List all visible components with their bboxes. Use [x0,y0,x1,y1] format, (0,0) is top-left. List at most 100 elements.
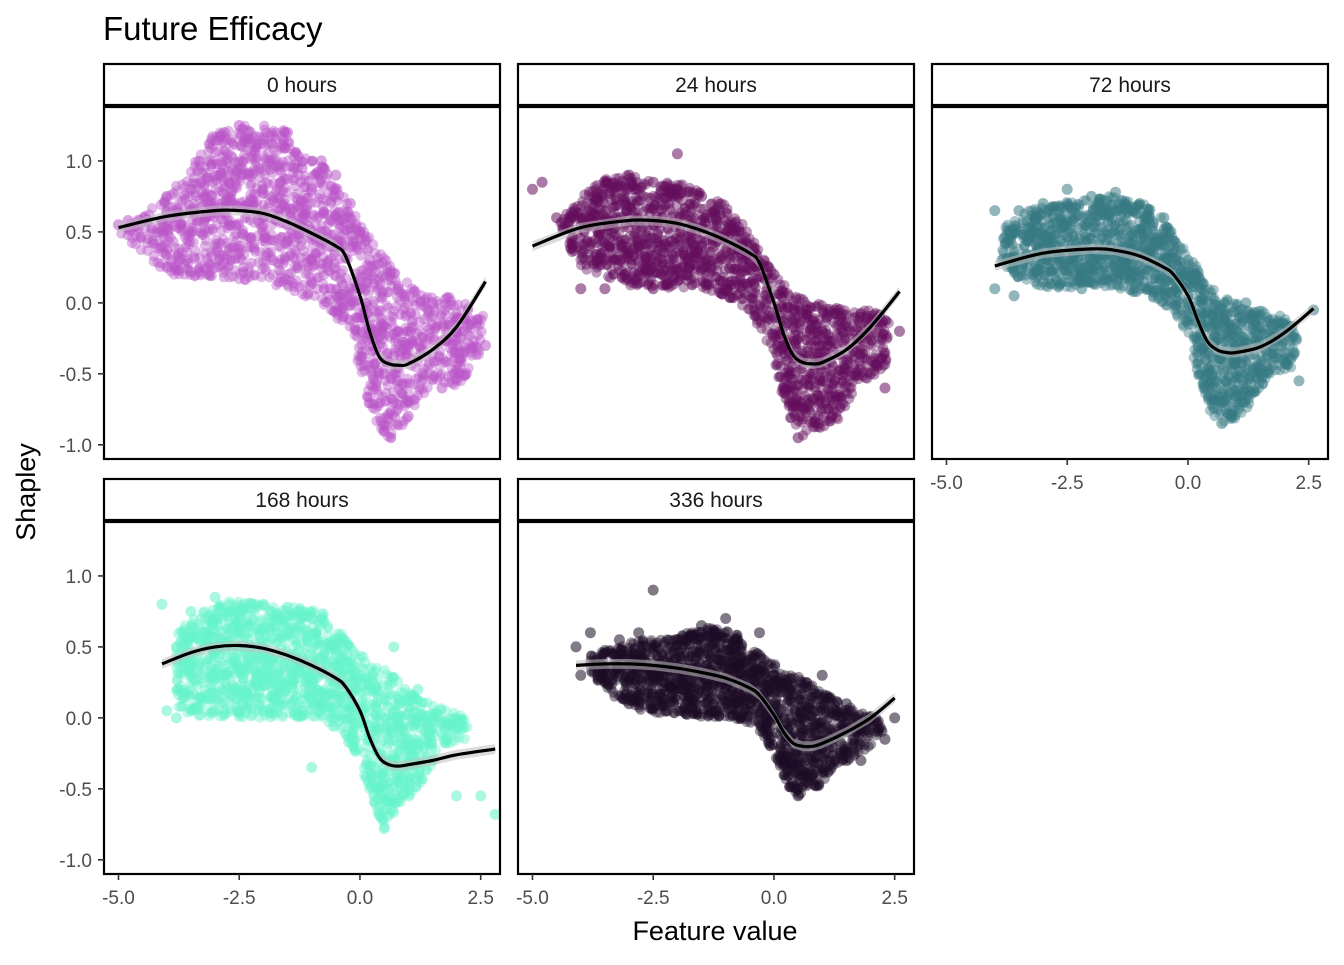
scatter-point [388,387,398,397]
scatter-point [433,367,443,377]
y-tick-label: -1.0 [59,436,92,457]
scatter-point [614,255,625,266]
scatter-point [690,278,700,288]
scatter-point [161,262,172,273]
scatter-point [788,397,799,408]
scatter-point [393,283,404,294]
scatter-point [824,306,834,316]
scatter-point [185,184,196,195]
scatter-point [855,364,865,374]
scatter-point [682,269,693,280]
scatter-point [350,313,360,323]
scatter-point [745,304,755,314]
scatter-point [827,379,837,389]
scatter-point [837,327,847,337]
scatter-point [766,338,776,348]
scatter-point [798,294,808,304]
scatter-point [842,389,852,399]
scatter-point [258,134,269,145]
scatter-point [763,261,773,271]
scatter-point [219,183,229,193]
scatter-point [379,368,390,379]
scatter-point [682,254,692,264]
scatter-point [356,340,366,350]
scatter-point [127,238,137,248]
scatter-point [575,283,586,294]
scatter-point [1021,274,1031,284]
scatter-point [599,283,610,294]
scatter-point [317,221,327,231]
scatter-point [187,222,197,232]
scatter-point [373,398,383,408]
scatter-point [175,220,185,230]
scatter-point [345,198,356,209]
scatter-point [696,191,707,202]
scatter-point [711,212,722,223]
scatter-point [371,379,381,389]
y-tick-label: 0.5 [66,223,92,244]
scatter-point [384,275,394,285]
scatter-point [342,213,352,223]
scatter-point [480,340,491,351]
scatter-point [237,255,247,265]
scatter-point [740,232,750,242]
scatter-point [659,236,669,246]
scatter-point [379,425,390,436]
scatter-point [364,255,375,266]
scatter-point [622,185,632,195]
facet-strip-label: 72 hours [1089,74,1171,97]
facet-strip-label: 0 hours [267,74,337,97]
scatter-point [755,301,765,311]
scatter-point [701,284,711,294]
scatter-point [417,368,428,379]
scatter-point [234,172,244,182]
scatter-point [1115,283,1125,293]
scatter-point [388,397,399,408]
scatter-point [291,275,301,285]
scatter-point [230,157,240,167]
scatter-point [742,281,752,291]
scatter-point [257,264,267,274]
scatter-point [268,255,279,266]
scatter-point [1099,274,1109,284]
scatter-point [807,368,818,379]
scatter-point [286,248,296,258]
scatter-point [817,367,827,377]
scatter-point [158,248,168,258]
scatter-point [297,163,308,174]
scatter-point [586,208,596,218]
scatter-point [432,321,442,331]
scatter-point [319,285,329,295]
scatter-point [605,241,615,251]
scatter-point [574,209,584,219]
scatter-point [575,255,585,265]
scatter-point [793,432,804,443]
scatter-point [222,215,232,225]
scatter-point [343,290,353,300]
scatter-point [625,231,635,241]
scatter-point [835,402,845,412]
scatter-point [461,368,472,379]
scatter-point [865,368,876,379]
scatter-point [700,216,710,226]
scatter-point [353,245,363,255]
scatter-point [793,416,803,426]
scatter-point [595,229,605,239]
scatter-point [810,382,820,392]
scatter-point [602,253,612,263]
scatter-point [660,200,670,210]
scatter-point [783,366,793,376]
scatter-point [659,265,669,275]
scatter-point [234,241,245,252]
scatter-point [801,327,811,337]
scatter-point [841,309,851,319]
scatter-point [214,238,224,248]
scatter-point [290,147,300,157]
scatter-point [708,242,718,252]
scatter-point [1233,306,1243,316]
scatter-point [190,162,200,172]
scatter-point [337,280,347,290]
scatter-point [309,211,319,221]
scatter-point [296,177,306,187]
